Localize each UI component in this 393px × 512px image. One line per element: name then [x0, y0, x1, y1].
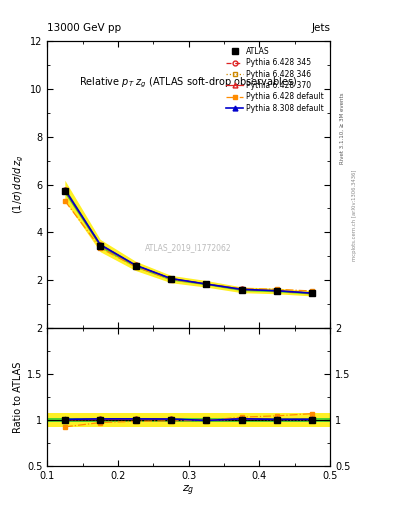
- Legend: ATLAS, Pythia 6.428 345, Pythia 6.428 346, Pythia 6.428 370, Pythia 6.428 defaul: ATLAS, Pythia 6.428 345, Pythia 6.428 34…: [224, 45, 326, 115]
- Text: 13000 GeV pp: 13000 GeV pp: [47, 23, 121, 33]
- Text: Relative $p_T$ $z_g$ (ATLAS soft-drop observables): Relative $p_T$ $z_g$ (ATLAS soft-drop ob…: [79, 75, 298, 90]
- Text: mcplots.cern.ch [arXiv:1306.3436]: mcplots.cern.ch [arXiv:1306.3436]: [352, 169, 357, 261]
- Y-axis label: Ratio to ATLAS: Ratio to ATLAS: [13, 361, 23, 433]
- Text: ATLAS_2019_I1772062: ATLAS_2019_I1772062: [145, 243, 232, 252]
- X-axis label: $z_g$: $z_g$: [182, 483, 195, 498]
- Text: Jets: Jets: [311, 23, 330, 33]
- Y-axis label: $(1/\sigma)\,d\sigma/d\,z_g$: $(1/\sigma)\,d\sigma/d\,z_g$: [11, 155, 26, 214]
- Text: Rivet 3.1.10, ≥ 3M events: Rivet 3.1.10, ≥ 3M events: [340, 92, 345, 164]
